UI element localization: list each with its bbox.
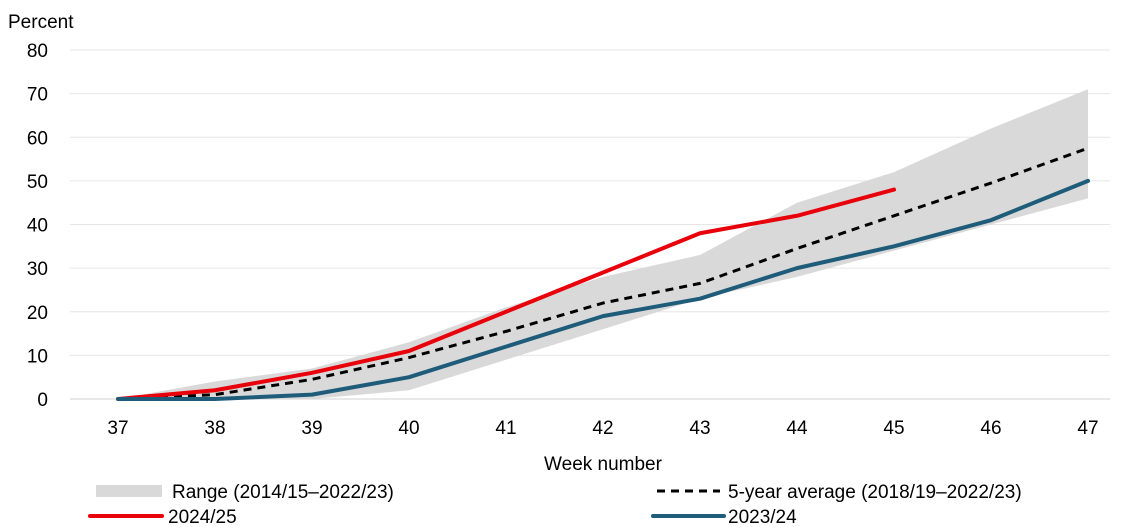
legend-label: 2024/25 bbox=[168, 507, 237, 527]
x-tick-label: 40 bbox=[398, 418, 419, 439]
x-axis-ticks: 37 38 39 40 41 42 43 44 45 46 47 bbox=[107, 418, 1098, 439]
x-axis-title: Week number bbox=[544, 454, 663, 475]
y-axis-ticks: 0 10 20 30 40 50 60 70 80 bbox=[27, 41, 48, 411]
y-axis-title: Percent bbox=[8, 12, 74, 33]
x-tick-label: 42 bbox=[592, 418, 613, 439]
legend-label: 5-year average (2018/19–2022/23) bbox=[728, 482, 1022, 503]
y-tick-label: 80 bbox=[27, 41, 48, 62]
x-tick-label: 41 bbox=[495, 418, 516, 439]
y-tick-label: 0 bbox=[37, 390, 48, 411]
series-line-5-year-average-2018-19-2022-23- bbox=[117, 146, 1089, 401]
range-band bbox=[118, 89, 1088, 399]
x-tick-label: 43 bbox=[689, 418, 710, 439]
legend: Range (2014/15–2022/23) 5-year average (2… bbox=[88, 482, 1022, 527]
y-tick-label: 70 bbox=[27, 85, 48, 106]
range-band-layer bbox=[118, 89, 1088, 399]
series-line-2024-25 bbox=[116, 187, 896, 401]
x-tick-label: 39 bbox=[301, 418, 322, 439]
x-tick-label: 47 bbox=[1077, 418, 1098, 439]
x-tick-label: 37 bbox=[107, 418, 128, 439]
legend-swatch-band bbox=[96, 485, 162, 497]
y-tick-label: 50 bbox=[27, 172, 48, 193]
legend-label: 2023/24 bbox=[728, 507, 797, 527]
y-tick-label: 10 bbox=[27, 346, 48, 367]
legend-label: Range (2014/15–2022/23) bbox=[172, 482, 394, 503]
y-tick-label: 60 bbox=[27, 128, 48, 149]
series-lines bbox=[116, 146, 1090, 401]
x-tick-label: 44 bbox=[786, 418, 808, 439]
y-tick-label: 30 bbox=[27, 259, 48, 280]
x-tick-label: 38 bbox=[204, 418, 225, 439]
y-tick-label: 40 bbox=[27, 216, 48, 237]
gridlines bbox=[70, 49, 1110, 400]
series-line-2023-24 bbox=[116, 178, 1090, 401]
y-tick-label: 20 bbox=[27, 303, 48, 324]
x-tick-label: 46 bbox=[980, 418, 1001, 439]
x-tick-label: 45 bbox=[883, 418, 904, 439]
